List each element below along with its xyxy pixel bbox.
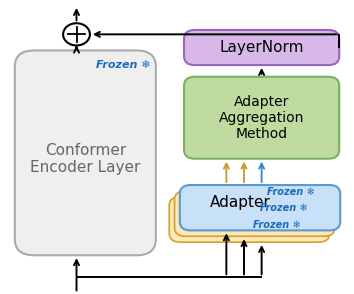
Text: Conformer
Encoder Layer: Conformer Encoder Layer bbox=[30, 143, 141, 175]
Text: Frozen ❄: Frozen ❄ bbox=[260, 203, 308, 213]
Text: LayerNorm: LayerNorm bbox=[219, 40, 304, 55]
Circle shape bbox=[63, 23, 90, 46]
FancyBboxPatch shape bbox=[15, 51, 156, 255]
FancyBboxPatch shape bbox=[184, 77, 339, 159]
Text: Frozen ❄: Frozen ❄ bbox=[96, 60, 150, 70]
Text: Frozen ❄: Frozen ❄ bbox=[267, 187, 315, 197]
FancyBboxPatch shape bbox=[184, 30, 339, 65]
FancyBboxPatch shape bbox=[175, 191, 335, 236]
FancyBboxPatch shape bbox=[180, 185, 340, 230]
Text: Adapter: Adapter bbox=[210, 195, 271, 210]
Text: Frozen ❄: Frozen ❄ bbox=[253, 220, 301, 230]
FancyBboxPatch shape bbox=[169, 197, 330, 242]
Text: Adapter
Aggregation
Method: Adapter Aggregation Method bbox=[219, 95, 304, 141]
